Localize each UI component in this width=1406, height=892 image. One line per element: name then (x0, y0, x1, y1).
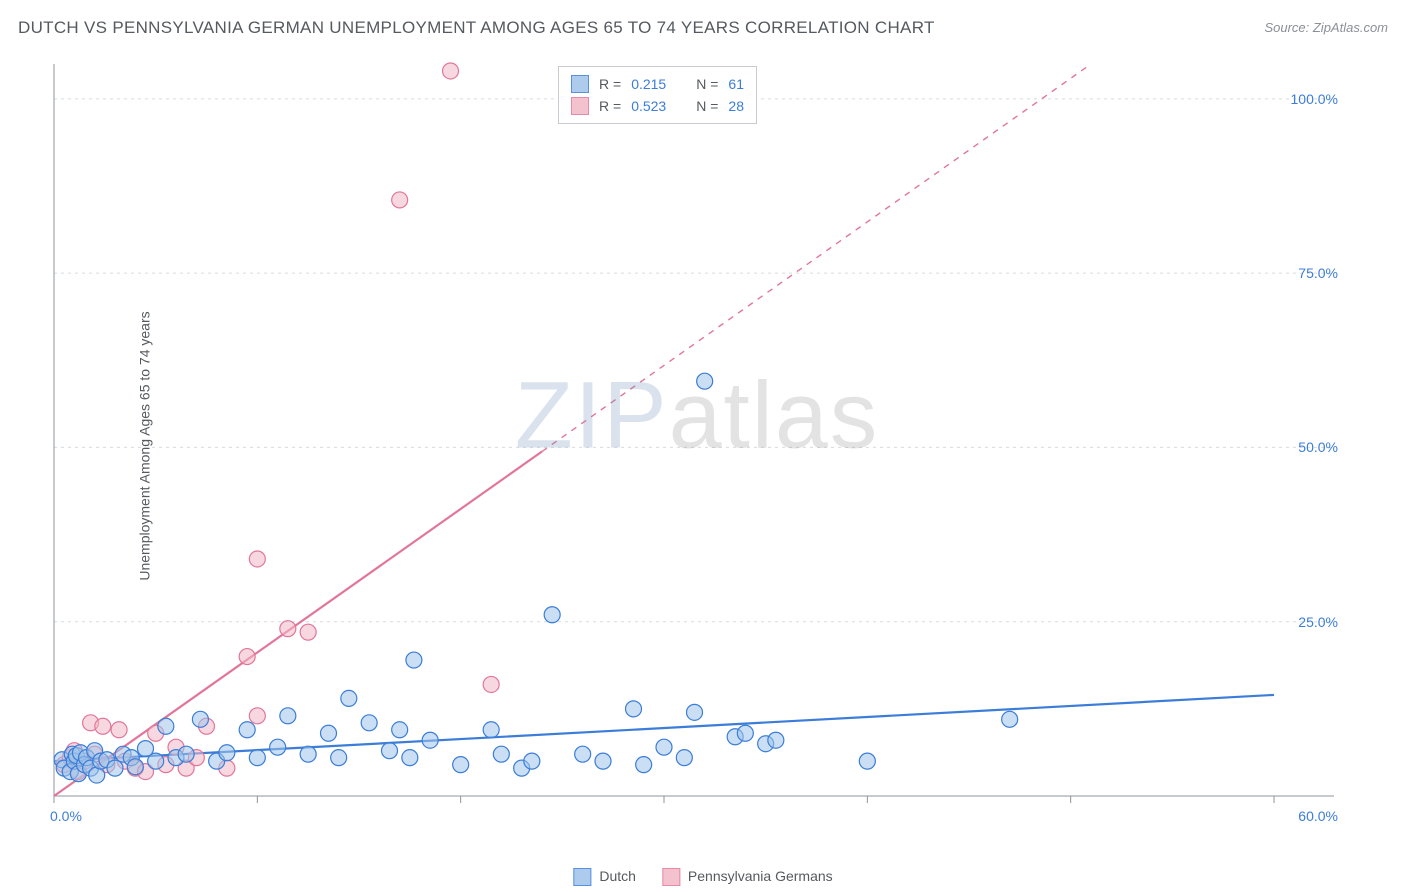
plot-area: ZIPatlas R = 0.215 N = 61 R = 0.523 N = … (52, 62, 1342, 832)
swatch-dutch-icon (573, 868, 591, 886)
legend-label-dutch: Dutch (599, 868, 636, 884)
stats-row-dutch: R = 0.215 N = 61 (571, 73, 744, 95)
legend-label-penn: Pennsylvania Germans (688, 868, 833, 884)
y-tick-label: 100.0% (1291, 91, 1338, 107)
swatch-penn (571, 97, 589, 115)
y-tick-label: 75.0% (1298, 265, 1338, 281)
n-value-dutch: 61 (728, 73, 744, 95)
r-label: R = (599, 95, 621, 117)
swatch-penn-icon (662, 868, 680, 886)
r-label: R = (599, 73, 621, 95)
legend: Dutch Pennsylvania Germans (573, 868, 832, 886)
scatter-chart (52, 62, 1342, 832)
n-label: N = (696, 73, 718, 95)
r-value-dutch: 0.215 (631, 73, 666, 95)
x-axis-max: 60.0% (1298, 808, 1338, 824)
x-axis-min: 0.0% (50, 808, 82, 824)
r-value-penn: 0.523 (631, 95, 666, 117)
legend-item-penn: Pennsylvania Germans (662, 868, 833, 886)
n-label: N = (696, 95, 718, 117)
legend-item-dutch: Dutch (573, 868, 636, 886)
correlation-stats-box: R = 0.215 N = 61 R = 0.523 N = 28 (558, 66, 757, 124)
source-credit: Source: ZipAtlas.com (1264, 20, 1388, 35)
chart-title: DUTCH VS PENNSYLVANIA GERMAN UNEMPLOYMEN… (18, 18, 935, 38)
stats-row-penn: R = 0.523 N = 28 (571, 95, 744, 117)
y-tick-label: 50.0% (1298, 439, 1338, 455)
y-tick-label: 25.0% (1298, 614, 1338, 630)
swatch-dutch (571, 75, 589, 93)
n-value-penn: 28 (728, 95, 744, 117)
